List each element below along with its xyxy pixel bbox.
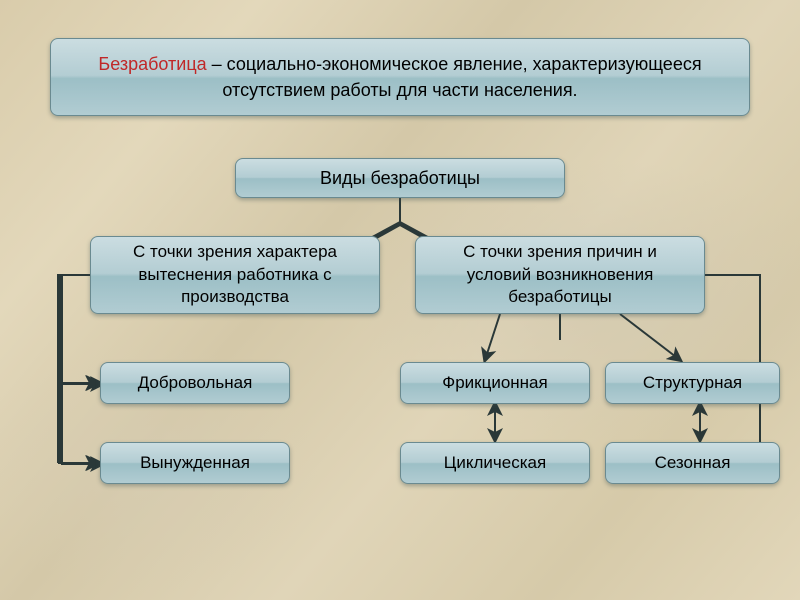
leaf-cyclical-label: Циклическая xyxy=(444,453,546,473)
leaf-structural: Структурная xyxy=(605,362,780,404)
definition-text: Безработица – социально-экономическое яв… xyxy=(65,51,735,103)
definition-box: Безработица – социально-экономическое яв… xyxy=(50,38,750,116)
leaf-frictional-label: Фрикционная xyxy=(442,373,547,393)
definition-body: – социально-экономическое явление, харак… xyxy=(207,54,702,100)
leaf-seasonal: Сезонная xyxy=(605,442,780,484)
category-displacement-box: С точки зрения характера вытеснения рабо… xyxy=(90,236,380,314)
leaf-structural-label: Структурная xyxy=(643,373,742,393)
category-displacement-label: С точки зрения характера вытеснения рабо… xyxy=(105,241,365,310)
types-header-label: Виды безработицы xyxy=(320,168,480,189)
leaf-voluntary: Добровольная xyxy=(100,362,290,404)
leaf-frictional: Фрикционная xyxy=(400,362,590,404)
leaf-cyclical: Циклическая xyxy=(400,442,590,484)
category-causes-label: С точки зрения причин и условий возникно… xyxy=(430,241,690,310)
leaf-seasonal-label: Сезонная xyxy=(655,453,731,473)
leaf-voluntary-label: Добровольная xyxy=(138,373,253,393)
category-causes-box: С точки зрения причин и условий возникно… xyxy=(415,236,705,314)
leaf-involuntary-label: Вынужденная xyxy=(140,453,250,473)
definition-term: Безработица xyxy=(98,54,206,74)
types-header-box: Виды безработицы xyxy=(235,158,565,198)
leaf-involuntary: Вынужденная xyxy=(100,442,290,484)
